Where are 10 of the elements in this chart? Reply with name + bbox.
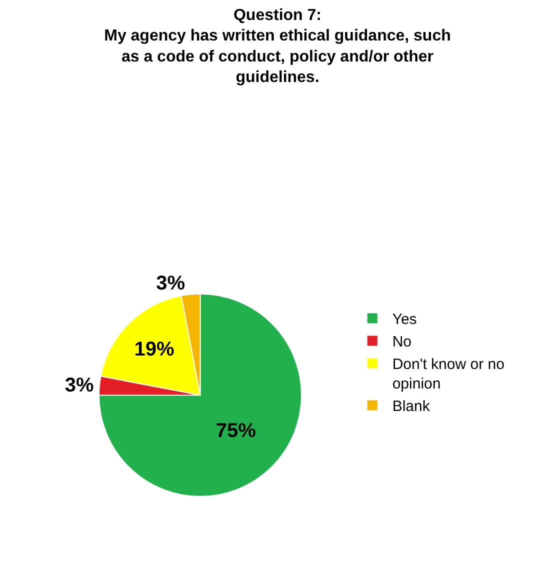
legend-label: Don't know or no opinion [392,356,504,393]
data-label: 19% [134,338,175,360]
chart-title: Question 7: My agency has written ethical guidance, such as a code of conduct, policy and/or other guidelines. [104,6,451,86]
legend-label: Yes [392,311,417,328]
pie-slice [98,293,302,497]
data-label: 3% [64,374,94,397]
data-label: 3% [156,272,186,294]
legend-label: Blank [392,398,430,416]
legend-label: No [392,334,412,351]
data-label: 75% [216,420,256,442]
